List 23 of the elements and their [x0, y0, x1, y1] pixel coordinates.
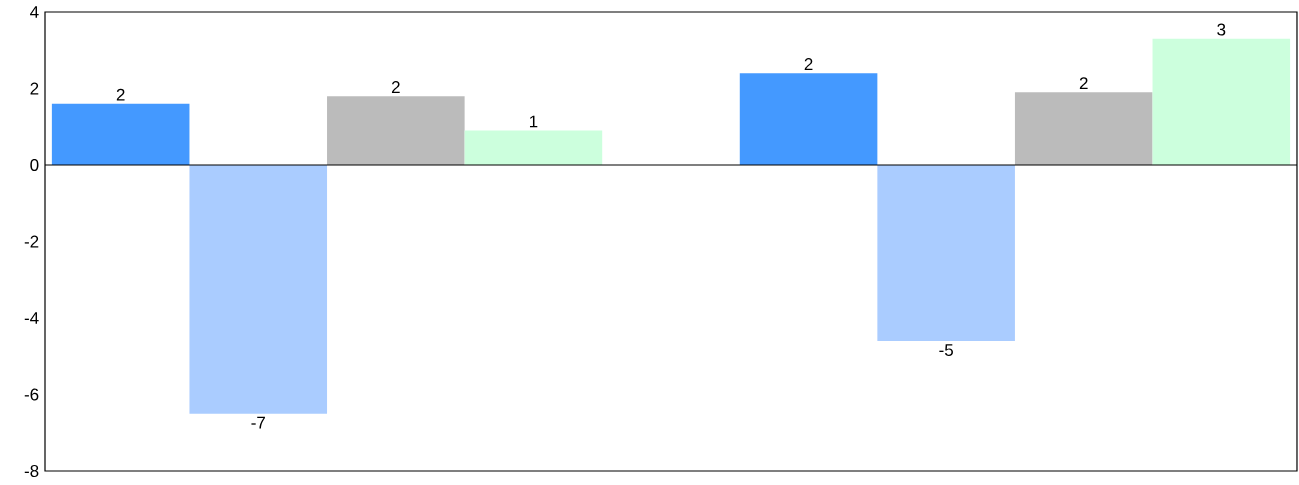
y-tick-label: -4 [24, 312, 39, 324]
data-label: 2 [804, 58, 813, 70]
y-tick-label: -6 [24, 388, 39, 401]
bar [877, 164, 1015, 341]
bar [189, 164, 328, 414]
bar [1014, 92, 1153, 165]
data-label: 1 [529, 115, 538, 128]
bar [464, 130, 603, 165]
bar [739, 73, 878, 165]
y-tick-label: -2 [24, 235, 39, 248]
data-label: 2 [116, 88, 125, 101]
data-label: -7 [251, 416, 265, 429]
data-label: 2 [391, 81, 400, 93]
y-tick-label: 4 [30, 6, 39, 18]
y-tick-label: -8 [24, 464, 39, 478]
bar [327, 96, 465, 165]
y-tick-label: 2 [30, 82, 39, 95]
bar [1152, 38, 1291, 165]
data-label: 2 [1079, 77, 1088, 90]
data-label: 3 [1217, 23, 1226, 36]
y-tick-label: 0 [30, 158, 39, 172]
data-label: -5 [939, 344, 953, 357]
bar [51, 103, 190, 165]
